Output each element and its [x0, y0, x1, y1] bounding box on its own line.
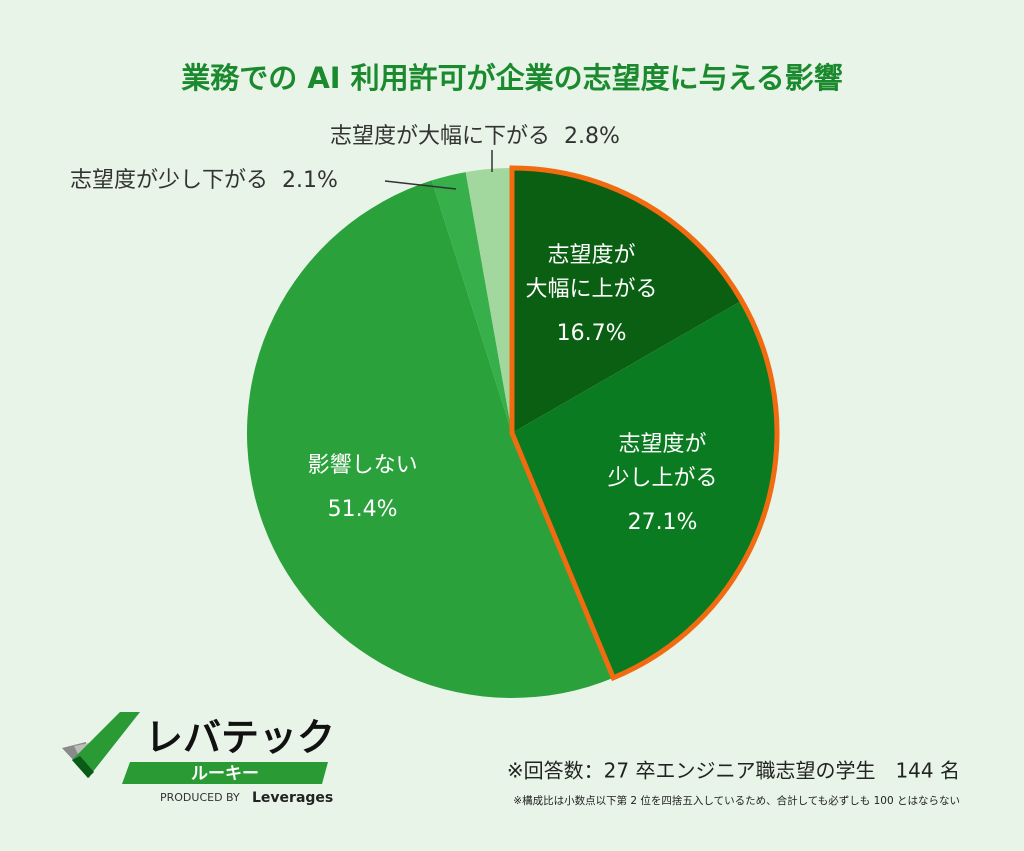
value-label: 16.7% [556, 321, 627, 347]
highlight-outline [509, 165, 780, 682]
chart-title: 業務での AI 利用許可が企業の志望度に与える影響 [181, 61, 843, 95]
category-label: 影響しない [307, 452, 418, 478]
logo-brand: Leverages [252, 790, 333, 806]
footnote: ※構成比は小数点以下第 2 位を四捨五入しているため、合計しても必ずしも 100… [513, 794, 960, 807]
category-label: 志望度が 少し上がる [607, 432, 718, 492]
category-label: 志望度が少し下がる [70, 168, 269, 193]
pie-slice [512, 300, 777, 678]
slice-label: 志望度が少し下がる 2.1% [70, 162, 338, 194]
logo: レバテック ルーキー PRODUCED BY Leverages [62, 712, 335, 806]
logo-mark [72, 712, 140, 778]
slice-label: 志望度が 大幅に上がる 16.7% [526, 239, 658, 351]
category-label: 志望度が大幅に下がる [330, 124, 551, 149]
pie-slice [246, 180, 614, 699]
slice-label: 影響しない 51.4% [308, 449, 418, 527]
slice-label: 志望度が 少し上がる 27.1% [608, 428, 718, 540]
value-label: 27.1% [627, 510, 698, 536]
value-label: 51.4% [327, 496, 398, 522]
logo-produced: PRODUCED BY [160, 791, 240, 804]
pie-slice [431, 172, 512, 433]
leader-line [384, 180, 457, 190]
logo-sub: ルーキー [191, 764, 259, 784]
slice-label: 志望度が大幅に下がる 2.8% [330, 118, 620, 150]
value-label: 2.1% [282, 168, 338, 193]
pie-slice [465, 168, 512, 433]
value-label: 2.8% [564, 124, 620, 149]
logo-band [122, 762, 328, 784]
logo-name: レバテック [145, 716, 335, 760]
logo-mark [72, 756, 94, 778]
footnote: ※回答数：27 卒エンジニア職志望の学生 144 名 [507, 759, 960, 783]
category-label: 志望度が 大幅に上がる [525, 243, 658, 303]
